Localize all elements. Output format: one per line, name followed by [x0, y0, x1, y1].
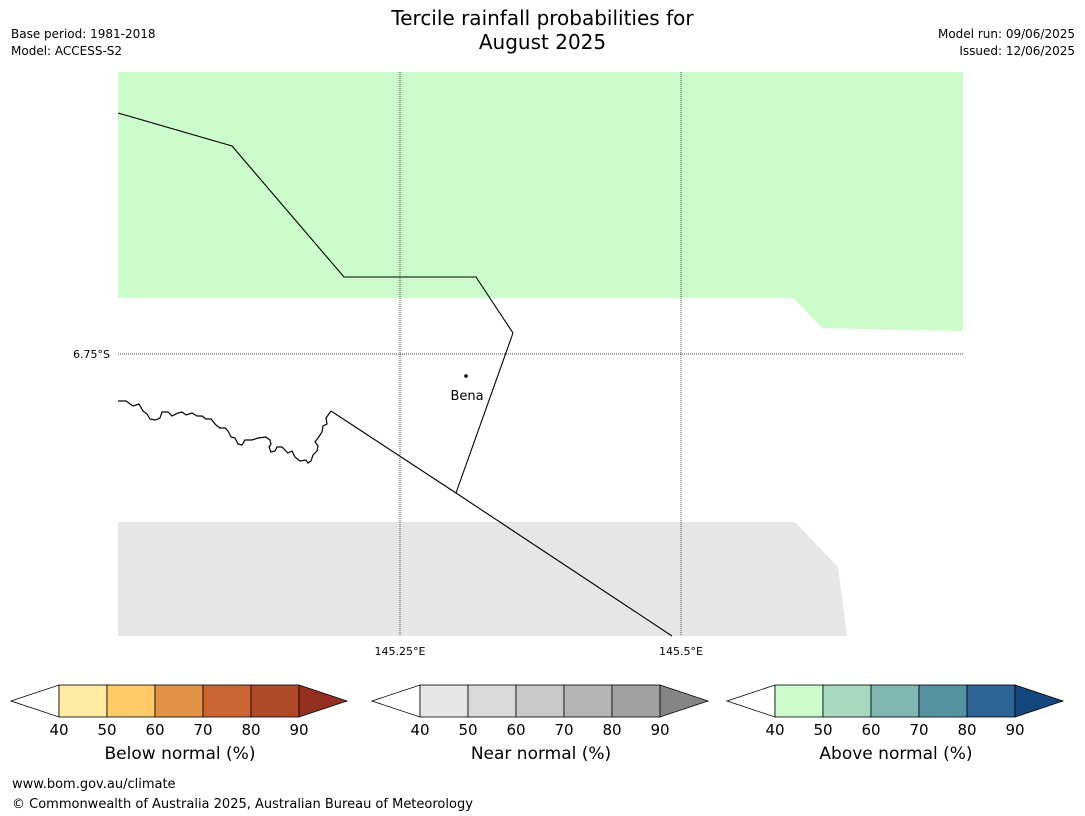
cb-above-40-50	[774, 684, 824, 718]
cb-above-70-80	[918, 684, 968, 718]
issued-date: Issued: 12/06/2025	[959, 44, 1075, 58]
base-period: Base period: 1981-2018	[11, 27, 156, 41]
colorbar-below-normal: 40 50 60 70 80 90 Below normal (%)	[10, 684, 350, 764]
cb-near-tick-40: 40	[410, 721, 429, 739]
cb-below-tick-60: 60	[145, 721, 164, 739]
cb-near-70-80	[563, 684, 613, 718]
cb-above-tick-80: 80	[957, 721, 976, 739]
cb-below-label: Below normal (%)	[104, 744, 256, 764]
cb-near-tick-60: 60	[506, 721, 525, 739]
cb-above-ext-high	[1014, 684, 1065, 718]
cb-below-tick-50: 50	[97, 721, 116, 739]
cb-near-50-60	[467, 684, 517, 718]
town-label: Bena	[450, 389, 483, 404]
town-marker	[464, 374, 468, 378]
cb-below-40-50	[58, 684, 108, 718]
title-line-1: Tercile rainfall probabilities for	[391, 6, 694, 30]
website-link[interactable]: www.bom.gov.au/climate	[12, 777, 176, 792]
cb-below-tick-70: 70	[193, 721, 212, 739]
cb-below-70-80	[202, 684, 252, 718]
cb-near-80-90	[611, 684, 661, 718]
cb-near-label: Near normal (%)	[470, 744, 612, 764]
longitude-label-145-5: 145.5°E	[659, 645, 703, 658]
cb-near-40-50	[419, 684, 469, 718]
cb-above-tick-40: 40	[765, 721, 784, 739]
cb-above-label: Above normal (%)	[819, 744, 973, 764]
cb-above-ext-low	[726, 684, 776, 718]
province-boundary-south	[330, 410, 673, 637]
above-normal-region	[118, 72, 963, 331]
cb-above-60-70	[870, 684, 920, 718]
cb-near-tick-80: 80	[602, 721, 621, 739]
run-info: Model run: 09/06/2025 Issued: 12/06/2025	[938, 26, 1075, 60]
cb-below-50-60	[106, 684, 156, 718]
latitude-label: 6.75°S	[73, 348, 110, 361]
coastline-river	[118, 400, 332, 464]
map-panel: Bena 6.75°S 145.25°E 145.5°E	[73, 72, 963, 658]
cb-above-80-90	[966, 684, 1016, 718]
cb-above-tick-70: 70	[909, 721, 928, 739]
cb-near-60-70	[515, 684, 565, 718]
footer: www.bom.gov.au/climate © Commonwealth of…	[12, 775, 473, 815]
cb-above-tick-60: 60	[861, 721, 880, 739]
colorbar-near-normal: 40 50 60 70 80 90 Near normal (%)	[371, 684, 711, 764]
model-name: Model: ACCESS-S2	[11, 44, 123, 58]
cb-above-tick-50: 50	[813, 721, 832, 739]
cb-below-ext-high	[298, 684, 349, 718]
colorbar-below-graphic: 40 50 60 70 80 90	[10, 684, 349, 739]
cb-below-tick-80: 80	[241, 721, 260, 739]
cb-near-ext-high	[659, 684, 710, 718]
cb-below-tick-90: 90	[289, 721, 308, 739]
cb-near-ext-low	[371, 684, 421, 718]
cb-above-tick-90: 90	[1005, 721, 1024, 739]
cb-below-60-70	[154, 684, 204, 718]
colorbar-near-graphic: 40 50 60 70 80 90	[371, 684, 710, 739]
copyright-notice: © Commonwealth of Australia 2025, Austra…	[12, 797, 473, 812]
colorbar-above-graphic: 40 50 60 70 80 90	[726, 684, 1065, 739]
cb-near-tick-50: 50	[458, 721, 477, 739]
model-run-date: Model run: 09/06/2025	[937, 27, 1075, 41]
cb-below-tick-40: 40	[49, 721, 68, 739]
cb-near-tick-70: 70	[554, 721, 573, 739]
cb-near-tick-90: 90	[650, 721, 669, 739]
title-line-2: August 2025	[478, 30, 607, 54]
cb-above-50-60	[822, 684, 872, 718]
model-info: Base period: 1981-2018 Model: ACCESS-S2	[11, 26, 156, 60]
province-boundary	[117, 112, 514, 494]
longitude-label-145-25: 145.25°E	[375, 645, 426, 658]
map-title: Tercile rainfall probabilities for Augus…	[0, 6, 1085, 54]
colorbar-above-normal: 40 50 60 70 80 90 Above normal (%)	[726, 684, 1066, 764]
cb-below-ext-low	[10, 684, 60, 718]
cb-below-80-90	[250, 684, 300, 718]
near-normal-region	[118, 522, 847, 636]
